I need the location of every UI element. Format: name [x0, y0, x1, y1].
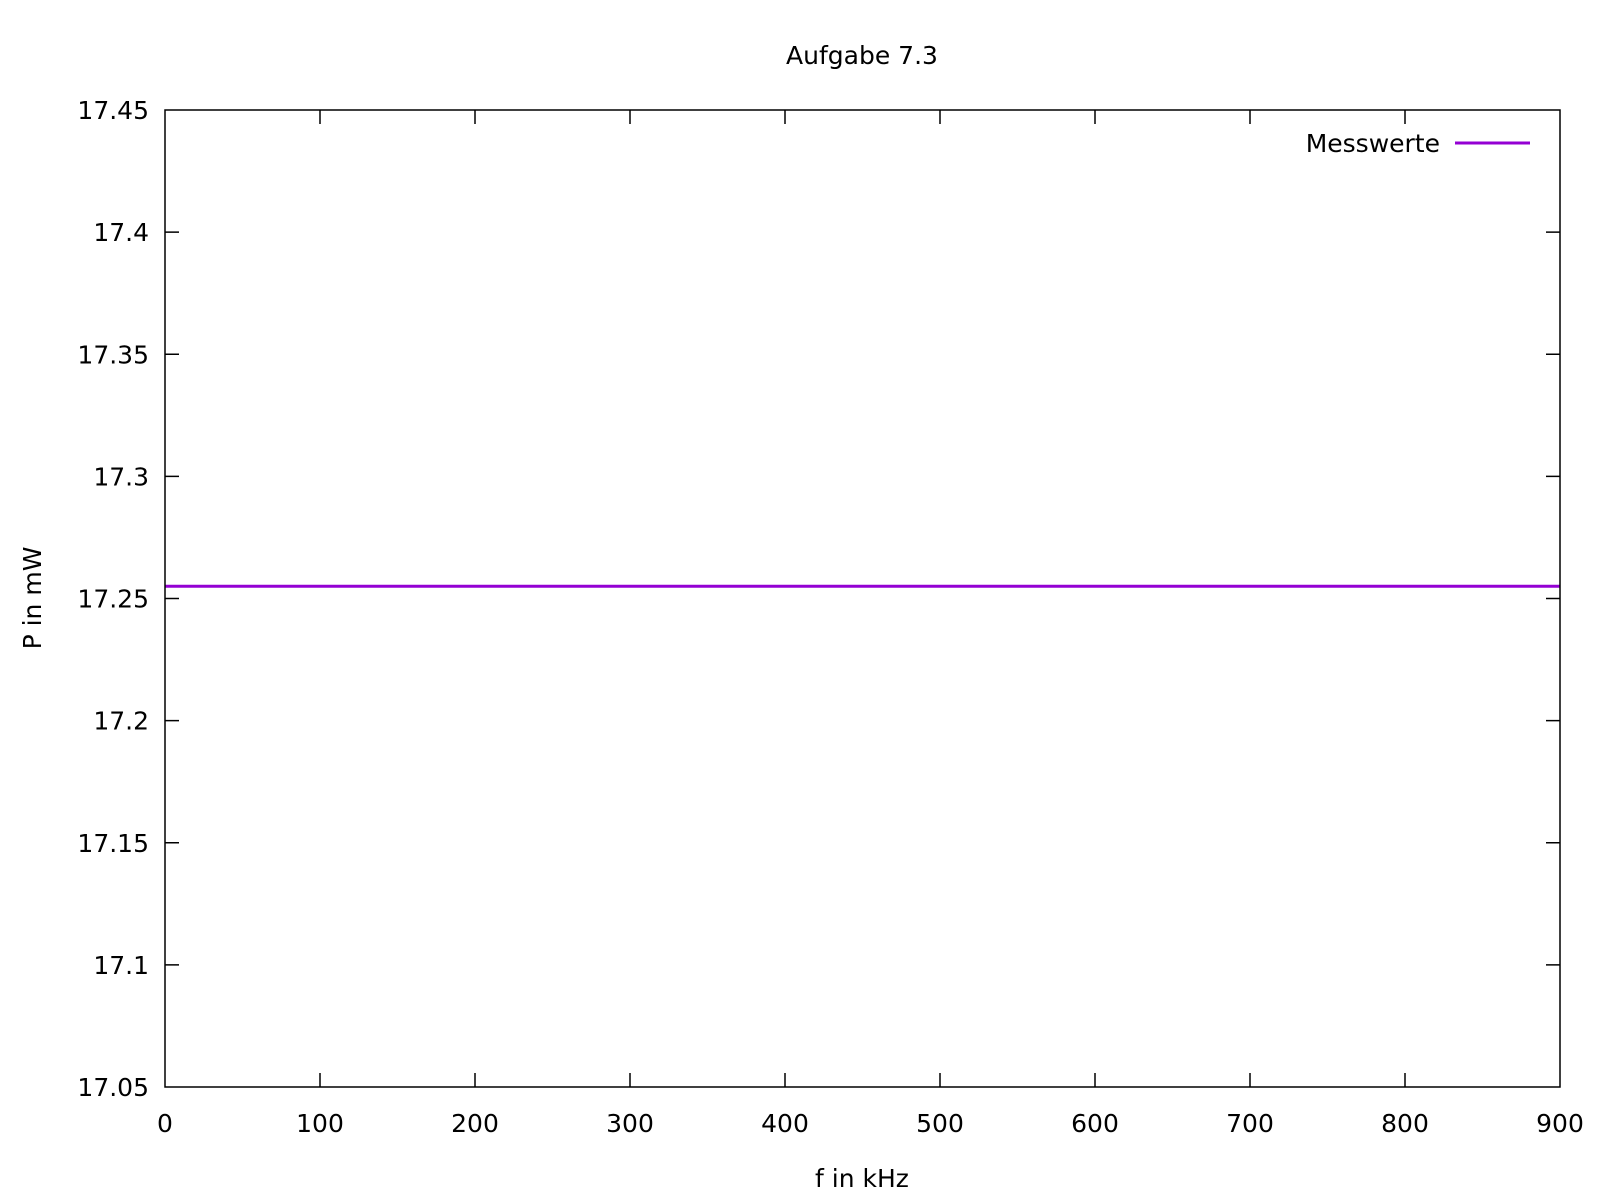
x-tick-label: 900: [1536, 1109, 1584, 1138]
x-axis-label: f in kHz: [815, 1164, 909, 1193]
y-axis-label: P in mW: [18, 547, 47, 650]
x-tick-label: 500: [916, 1109, 964, 1138]
y-tick-label: 17.35: [77, 340, 149, 369]
y-axis-ticks: 17.05 17.1 17.15 17.2 17.25 17.3 17.35 17.4 17.4…: [77, 96, 1560, 1102]
legend: Messwerte: [1306, 129, 1530, 158]
legend-label-messwerte: Messwerte: [1306, 129, 1440, 158]
x-tick-label: 800: [1381, 1109, 1429, 1138]
y-tick-label: 17.4: [93, 218, 149, 247]
x-tick-label: 400: [761, 1109, 809, 1138]
y-tick-label: 17.25: [77, 585, 149, 614]
x-tick-label: 0: [157, 1109, 173, 1138]
x-tick-label: 200: [451, 1109, 499, 1138]
x-tick-label: 700: [1226, 1109, 1274, 1138]
y-tick-label: 17.15: [77, 829, 149, 858]
chart-title: Aufgabe 7.3: [786, 41, 938, 70]
y-tick-label: 17.1: [93, 951, 149, 980]
y-tick-label: 17.3: [93, 462, 149, 491]
y-tick-label: 17.05: [77, 1073, 149, 1102]
x-tick-label: 600: [1071, 1109, 1119, 1138]
y-tick-label: 17.2: [93, 707, 149, 736]
x-tick-label: 100: [296, 1109, 344, 1138]
y-tick-label: 17.45: [77, 96, 149, 125]
plot-frame: [164, 109, 1561, 1088]
x-axis-ticks: 0 100 200 300 400 500 600 700 800 900: [157, 110, 1584, 1138]
x-tick-label: 300: [606, 1109, 654, 1138]
